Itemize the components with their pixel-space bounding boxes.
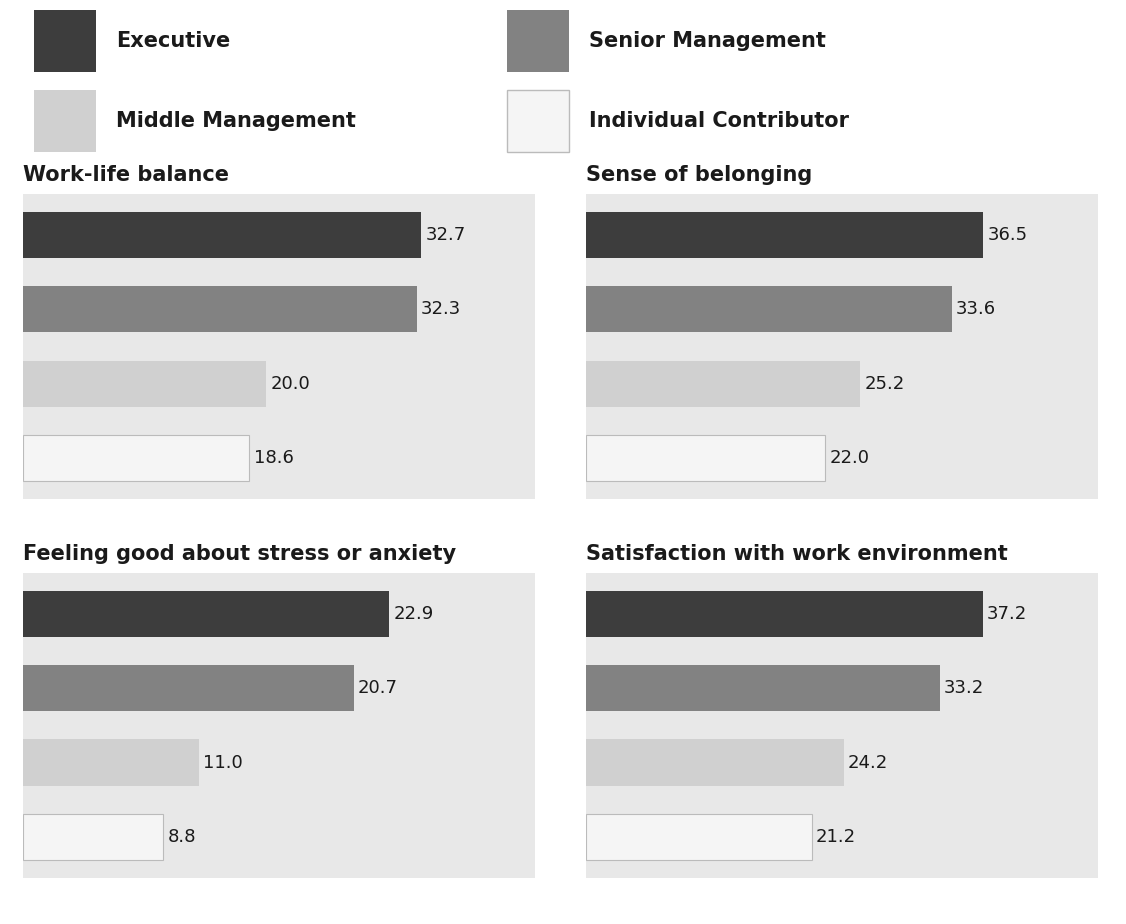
Text: 18.6: 18.6 [253, 449, 294, 467]
Bar [507, 91, 569, 152]
Text: Executive: Executive [116, 31, 230, 52]
Text: Satisfaction with work environment: Satisfaction with work environment [586, 543, 1008, 564]
Bar [586, 435, 825, 481]
Text: 21.2: 21.2 [816, 828, 856, 845]
Text: 36.5: 36.5 [988, 226, 1028, 244]
Text: 37.2: 37.2 [986, 605, 1027, 623]
Bar [23, 212, 421, 258]
Text: Work-life balance: Work-life balance [23, 164, 229, 185]
Text: 25.2: 25.2 [865, 375, 904, 393]
Text: 22.9: 22.9 [393, 605, 434, 623]
Bar [23, 286, 417, 333]
Bar [23, 739, 198, 785]
Text: Feeling good about stress or anxiety: Feeling good about stress or anxiety [23, 543, 456, 564]
Text: 32.3: 32.3 [421, 300, 461, 318]
Bar [23, 435, 250, 481]
Text: 20.7: 20.7 [358, 679, 397, 697]
Text: Senior Management: Senior Management [589, 31, 825, 52]
Bar [34, 10, 96, 72]
Bar [586, 212, 983, 258]
Bar [586, 665, 940, 711]
Bar [23, 665, 354, 711]
Bar [586, 590, 983, 637]
Text: Middle Management: Middle Management [116, 111, 356, 131]
Bar [507, 10, 569, 72]
Text: 33.6: 33.6 [956, 300, 997, 318]
Text: 20.0: 20.0 [270, 375, 311, 393]
Bar [586, 739, 843, 785]
Bar [586, 286, 951, 333]
Bar [23, 590, 390, 637]
Bar [23, 814, 163, 860]
Text: 32.7: 32.7 [426, 226, 466, 244]
Bar [586, 360, 860, 407]
Bar [586, 814, 812, 860]
Bar [23, 360, 267, 407]
Text: 22.0: 22.0 [830, 449, 869, 467]
Text: Individual Contributor: Individual Contributor [589, 111, 849, 131]
Text: 33.2: 33.2 [944, 679, 984, 697]
Text: 8.8: 8.8 [168, 828, 196, 845]
Text: 24.2: 24.2 [848, 754, 888, 772]
Text: 11.0: 11.0 [203, 754, 242, 772]
Bar [34, 91, 96, 152]
Text: Sense of belonging: Sense of belonging [586, 164, 812, 185]
